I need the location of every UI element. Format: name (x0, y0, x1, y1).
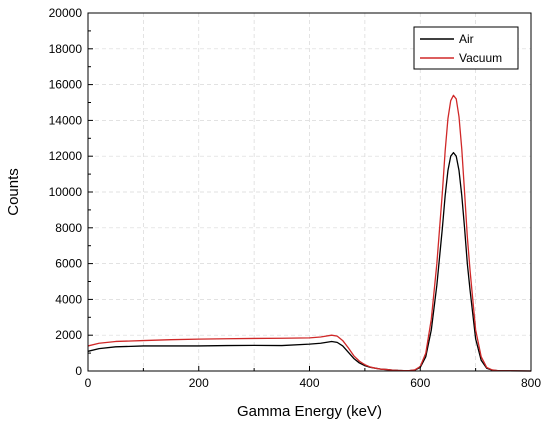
x-axis-title: Gamma Energy (keV) (237, 403, 382, 420)
y-tick-label: 0 (75, 364, 82, 378)
y-axis-title: Counts (5, 168, 22, 216)
y-tick-label: 18000 (49, 42, 83, 56)
y-tick-label: 20000 (49, 6, 83, 20)
x-tick-label: 600 (410, 376, 430, 390)
x-tick-label: 400 (299, 376, 319, 390)
x-tick-label: 800 (521, 376, 541, 390)
y-tick-label: 12000 (49, 149, 83, 163)
legend-label-air: Air (459, 32, 474, 46)
y-tick-label: 10000 (49, 185, 83, 199)
x-axis-ticks: 0 200 400 600 800 (85, 366, 541, 390)
y-tick-label: 2000 (55, 328, 82, 342)
x-tick-label: 0 (85, 376, 92, 390)
x-tick-label: 200 (189, 376, 209, 390)
y-tick-label: 16000 (49, 78, 83, 92)
y-tick-label: 6000 (55, 257, 82, 271)
y-tick-label: 14000 (49, 113, 83, 127)
y-tick-label: 4000 (55, 292, 82, 306)
legend-label-vacuum: Vacuum (459, 51, 502, 65)
legend: Air Vacuum (413, 26, 519, 70)
y-axis-ticks: 0 2000 4000 6000 8000 10000 12000 14000 16000 180… (49, 6, 93, 378)
y-tick-label: 8000 (55, 221, 82, 235)
legend-box (413, 26, 519, 70)
grid (88, 13, 531, 371)
